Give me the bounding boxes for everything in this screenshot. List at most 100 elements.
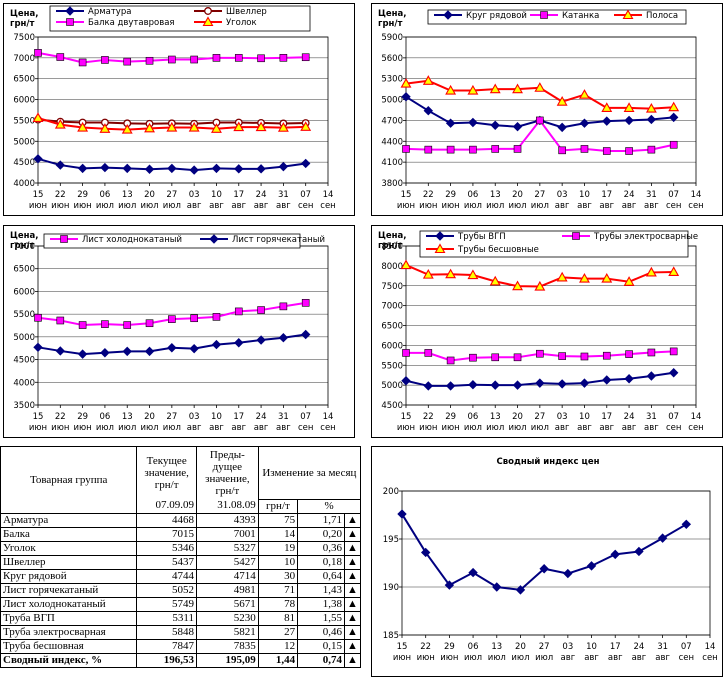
point-diamond [681,519,692,530]
x-tick-label: 06 [468,412,479,422]
cell-name: Арматура [0,512,138,528]
point-square [469,353,477,362]
x-tick-month-label: сен [320,201,335,211]
point-square [402,349,410,357]
x-tick-month-label: июл [508,201,526,211]
point-triangle [277,122,289,132]
point-diamond [189,343,199,354]
x-tick-month-label: авг [254,423,269,433]
point-triangle [512,83,523,94]
y-tick-label: 6500 [13,265,35,275]
header-current-date: 07.09.09 [136,499,197,514]
x-tick-label: 07 [681,642,692,652]
x-tick-month-label: июн [441,201,459,211]
y-tick-label: 3800 [381,179,403,189]
point-triangle [422,268,434,279]
y-tick-label: 6500 [13,75,35,85]
y-unit-label-2: грн/т [378,241,403,251]
x-tick-month-label: авг [187,423,202,433]
point-diamond [100,162,110,173]
series-1 [402,347,678,365]
point-diamond [445,381,456,391]
point-diamond [563,568,573,579]
cell-abs: 12 [257,638,299,654]
x-tick-month-label: июн [419,423,437,433]
x-tick-label: 22 [55,412,66,422]
cell-cur: 4744 [136,568,197,584]
table-row: Балка 7015 7001 14 0,20 ▲ [0,526,361,542]
y-tick-label: 5900 [381,33,403,43]
x-tick-label: 10 [579,412,590,422]
legend-label: Трубы бесшовные [457,245,539,255]
y-unit-label: Цена, [10,231,39,241]
x-tick-label: 06 [100,412,111,422]
x-tick-label: 24 [624,412,635,422]
point-diamond [144,164,155,174]
point-diamond [401,92,411,102]
y-tick-label: 4100 [381,158,403,168]
y-tick-label: 4500 [381,401,403,411]
x-tick-month-label: авг [209,201,224,211]
table-row: Труба электросварная 5848 5821 27 0,46 ▲ [0,624,361,640]
point-diamond [234,338,244,348]
cell-abs: 10 [257,554,299,570]
point-square [580,145,589,153]
point-triangle [601,272,613,283]
x-tick-month-label: авг [231,423,246,433]
x-tick-month-label: авг [644,201,659,211]
x-tick-label: 06 [100,190,111,200]
x-tick-label: 10 [579,190,590,200]
x-tick-label: 13 [490,412,501,422]
x-tick-label: 20 [515,642,526,652]
cell-cur: 5311 [136,610,197,626]
x-tick-month-label: июн [393,653,411,663]
trend-up-icon: ▲ [344,652,361,668]
cell-prev: 5427 [195,554,259,570]
point-triangle [622,9,634,20]
x-tick-label: 27 [534,190,545,200]
y-unit-label: Цена, [378,231,407,241]
point-diamond [624,115,634,126]
x-tick-month-label: сен [702,653,717,663]
point-diamond [209,234,219,244]
y-tick-label: 200 [383,487,399,497]
point-square [78,58,87,67]
y-unit-label: Цена, [10,9,39,19]
x-tick-month-label: авг [655,653,670,663]
trend-up-icon: ▲ [344,512,361,528]
point-diamond [468,117,478,128]
y-tick-label: 5000 [381,96,403,106]
point-triangle [202,16,214,27]
point-diamond [300,158,311,169]
cell-prev: 5327 [195,540,259,556]
y-tick-label: 7000 [13,242,35,252]
trend-up-icon: ▲ [344,596,361,612]
point-triangle [534,280,546,291]
x-tick-month-label: авг [599,423,614,433]
point-triangle [54,118,66,129]
x-tick-label: 15 [33,412,44,422]
plot-area [401,490,711,636]
x-tick-month-label: июл [511,653,529,663]
point-diamond [444,580,455,590]
point-diamond [278,161,289,172]
legend-label: Трубы ВГП [457,232,506,242]
point-diamond [435,231,445,241]
point-diamond [189,165,199,175]
x-tick-month-label: июл [531,423,549,433]
y-unit-label-2: грн/т [10,241,35,251]
x-tick-month-label: авг [276,423,291,433]
point-diamond [490,120,500,131]
point-square [540,11,548,19]
x-tick-label: 29 [444,642,455,652]
point-diamond [602,116,612,126]
x-tick-month-label: июл [464,423,482,433]
x-tick-label: 24 [256,412,267,422]
chart-rebar-beam-svg: 4000450050005500600065007000750015июн22и… [10,5,336,211]
point-diamond [256,164,266,174]
x-tick-label: 22 [55,190,66,200]
x-tick-month-label: авг [555,423,570,433]
x-tick-month-label: июл [163,201,181,211]
x-tick-month-label: июл [163,423,181,433]
point-square [424,145,433,154]
